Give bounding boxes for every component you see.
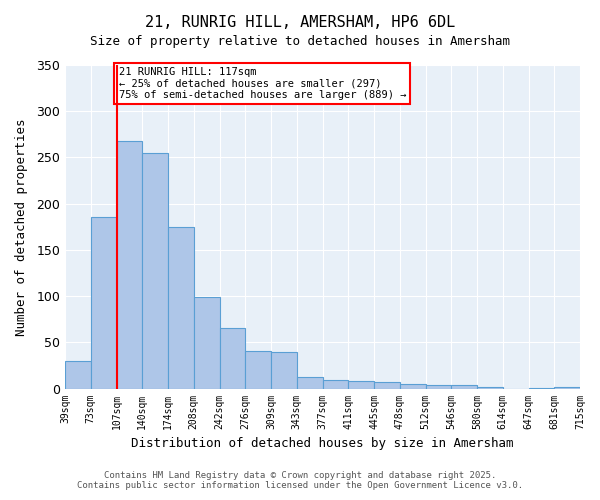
Bar <box>554 386 580 388</box>
Bar <box>142 153 168 388</box>
Bar <box>323 380 348 388</box>
Bar <box>168 227 194 388</box>
Bar <box>451 385 477 388</box>
Bar <box>477 386 503 388</box>
Bar <box>425 385 451 388</box>
Bar <box>65 361 91 388</box>
X-axis label: Distribution of detached houses by size in Amersham: Distribution of detached houses by size … <box>131 437 514 450</box>
Bar <box>297 378 323 388</box>
Bar <box>245 350 271 389</box>
Bar <box>116 141 142 388</box>
Bar <box>194 297 220 388</box>
Bar <box>271 352 297 389</box>
Bar <box>220 328 245 388</box>
Bar <box>91 216 116 388</box>
Bar <box>348 381 374 388</box>
Text: Contains HM Land Registry data © Crown copyright and database right 2025.
Contai: Contains HM Land Registry data © Crown c… <box>77 470 523 490</box>
Text: 21 RUNRIG HILL: 117sqm
← 25% of detached houses are smaller (297)
75% of semi-de: 21 RUNRIG HILL: 117sqm ← 25% of detached… <box>119 67 406 100</box>
Bar <box>374 382 400 388</box>
Text: 21, RUNRIG HILL, AMERSHAM, HP6 6DL: 21, RUNRIG HILL, AMERSHAM, HP6 6DL <box>145 15 455 30</box>
Text: Size of property relative to detached houses in Amersham: Size of property relative to detached ho… <box>90 35 510 48</box>
Bar <box>400 384 425 388</box>
Y-axis label: Number of detached properties: Number of detached properties <box>15 118 28 336</box>
